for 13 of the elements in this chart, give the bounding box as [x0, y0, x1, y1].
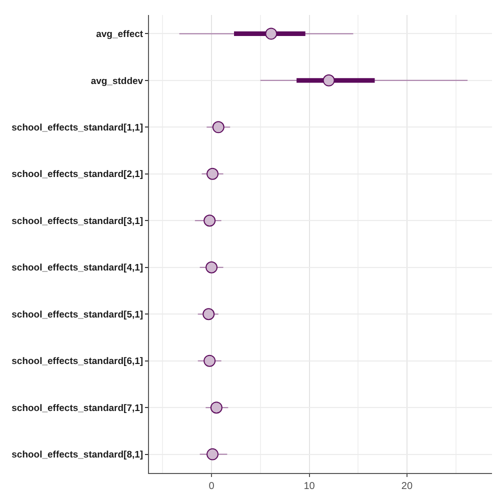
x-tick-label: 0 [208, 481, 215, 492]
y-tick-label: school_effects_standard[7,1] [12, 402, 144, 414]
x-tick-label: 10 [304, 481, 316, 492]
y-tick-label: avg_stddev [90, 76, 144, 87]
y-tick-label: school_effects_standard[3,1] [12, 216, 144, 227]
y-tick-label: school_effects_standard[2,1] [12, 169, 144, 180]
y-tick-label: school_effects_standard[1,1] [12, 122, 144, 134]
y-tick-label: school_effects_standard[4,1] [12, 262, 144, 274]
x-tick-label: 20 [401, 481, 413, 492]
y-tick-label: avg_effect [96, 29, 144, 40]
y-tick-label: school_effects_standard[6,1] [12, 356, 144, 368]
y-tick-label: school_effects_standard[5,1] [12, 309, 144, 320]
y-tick-label: school_effects_standard[8,1] [12, 450, 144, 461]
